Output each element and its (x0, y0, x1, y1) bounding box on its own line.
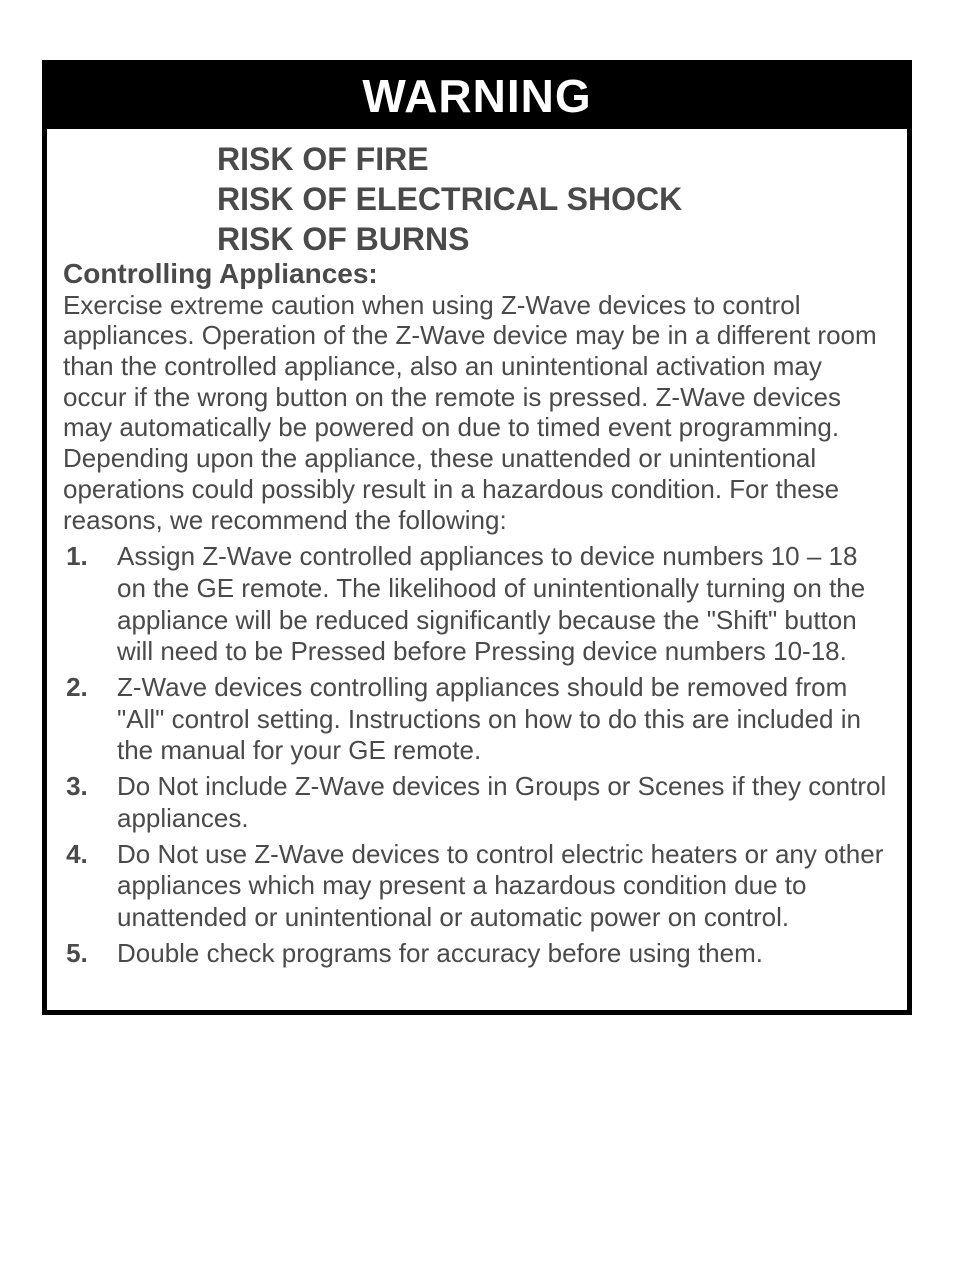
section-title: Controlling Appliances: (47, 259, 907, 290)
list-item: Do Not include Z-Wave devices in Groups … (95, 771, 887, 834)
intro-paragraph: Exercise extreme caution when using Z-Wa… (47, 290, 907, 535)
list-item-text: Do Not include Z-Wave devices in Groups … (117, 771, 887, 834)
list-item-text: Do Not use Z-Wave devices to control ele… (117, 839, 887, 934)
list-item: Double check programs for accuracy befor… (95, 938, 887, 970)
list-item-text: Assign Z-Wave controlled appliances to d… (117, 541, 887, 668)
page: WARNING RISK OF FIRE RISK OF ELECTRICAL … (0, 0, 954, 1075)
list-item-text: Double check programs for accuracy befor… (117, 938, 887, 970)
list-item-text: Z-Wave devices controlling appliances sh… (117, 672, 887, 767)
recommendation-list: Assign Z-Wave controlled appliances to d… (47, 541, 907, 969)
list-item: Z-Wave devices controlling appliances sh… (95, 672, 887, 767)
warning-box: WARNING RISK OF FIRE RISK OF ELECTRICAL … (42, 60, 912, 1015)
risk-line: RISK OF FIRE (217, 139, 907, 179)
list-item: Do Not use Z-Wave devices to control ele… (95, 839, 887, 934)
risk-line: RISK OF ELECTRICAL SHOCK (217, 179, 907, 219)
risk-subheadings: RISK OF FIRE RISK OF ELECTRICAL SHOCK RI… (47, 129, 907, 259)
risk-line: RISK OF BURNS (217, 219, 907, 259)
warning-header: WARNING (47, 65, 907, 129)
list-item: Assign Z-Wave controlled appliances to d… (95, 541, 887, 668)
